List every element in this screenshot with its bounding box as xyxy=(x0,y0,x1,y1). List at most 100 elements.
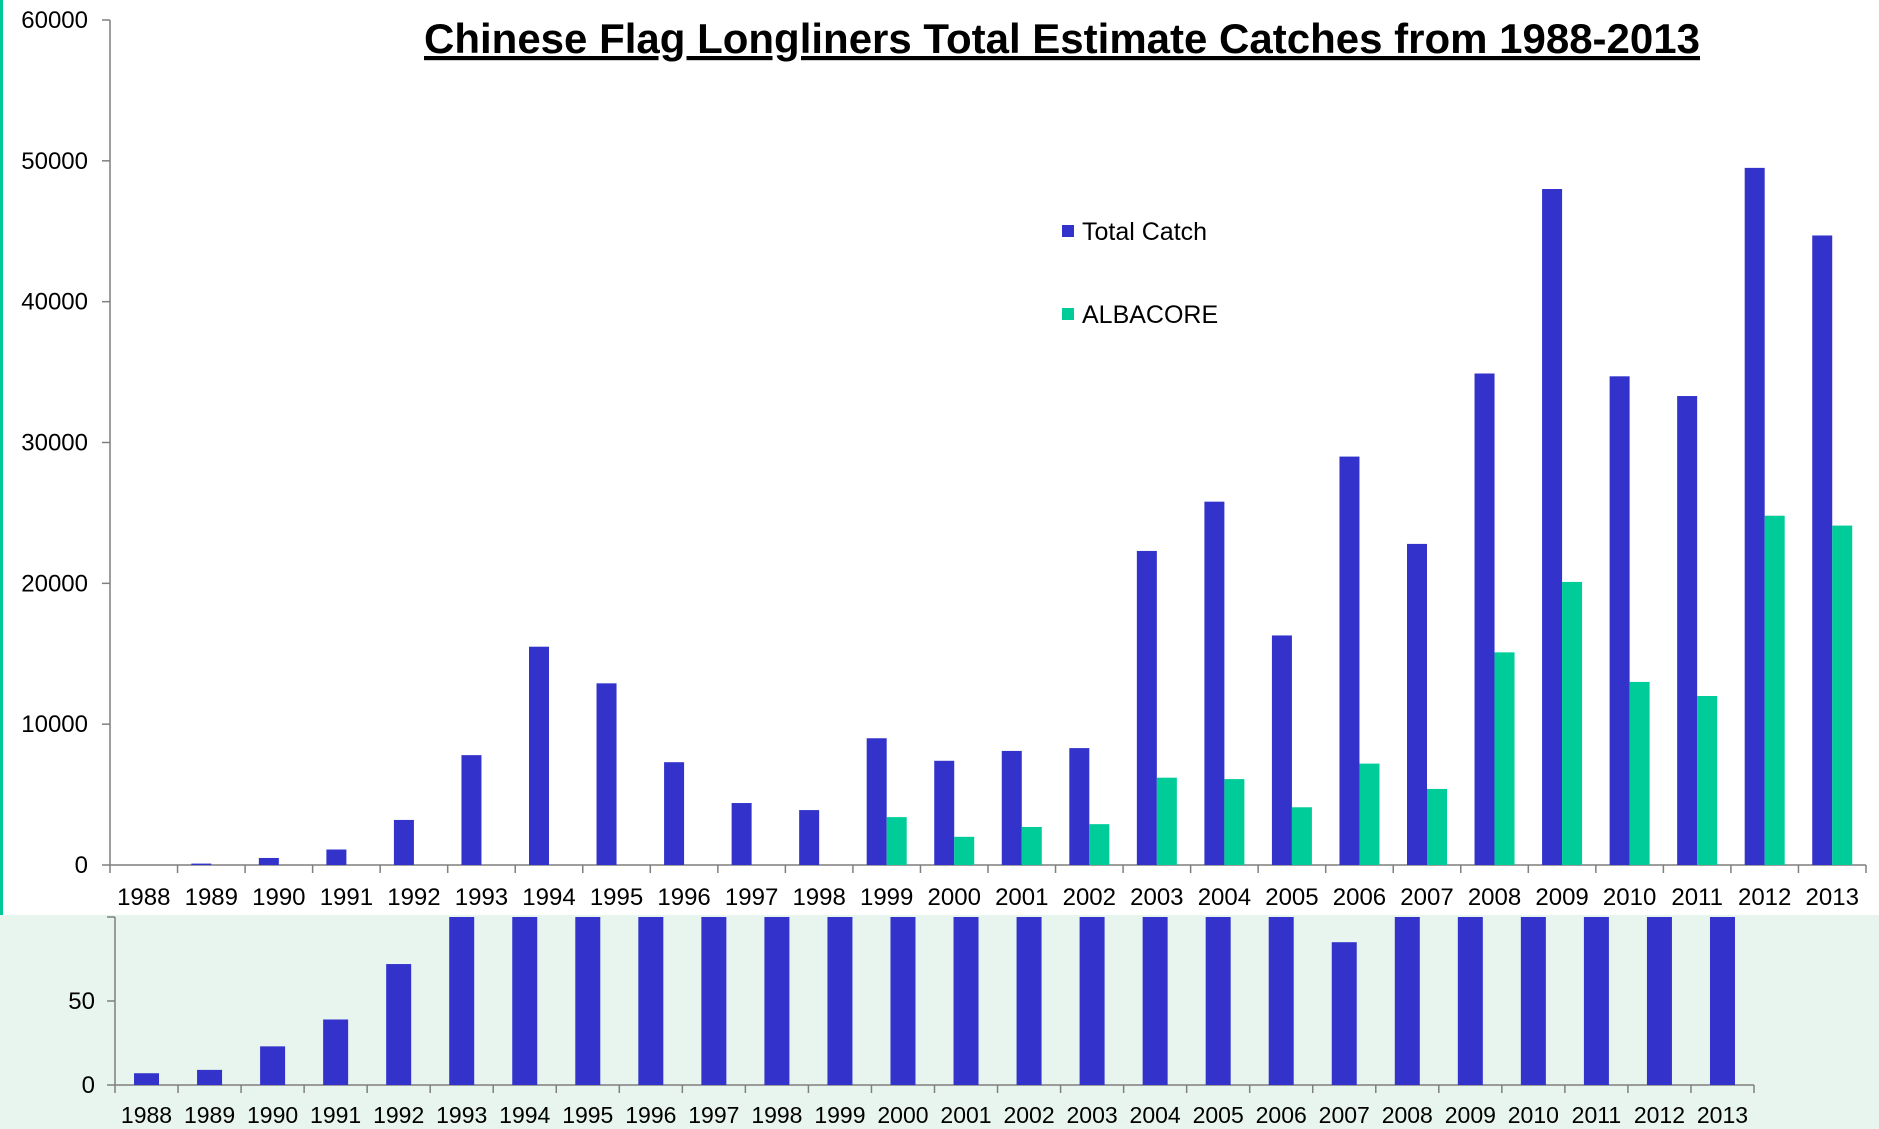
x-tick-label: 2003 xyxy=(1130,884,1183,911)
left-accent-border xyxy=(0,0,3,915)
bar-albacore xyxy=(1697,696,1718,865)
bar-lower xyxy=(1016,917,1042,1085)
x-tick-label: 1992 xyxy=(387,884,440,911)
total-catch-chart: Chinese Flag Longliners Total Estimate C… xyxy=(21,7,1867,911)
x-tick-label-lower: 1989 xyxy=(184,1102,235,1128)
x-axis-lower: 1988 1989 1990 1991 1992 1993 1994 1995 1996 1997… xyxy=(114,1084,1755,1128)
bar-albacore xyxy=(1359,763,1380,865)
x-tick-label: 1999 xyxy=(860,884,913,911)
y-tick-label: 0 xyxy=(75,852,88,879)
lower-panel-background xyxy=(0,915,1879,1129)
bar-lower xyxy=(1142,917,1168,1085)
bar-lower xyxy=(890,917,916,1085)
x-tick-label: 2002 xyxy=(1063,884,1116,911)
y-tick-label: 50000 xyxy=(21,148,88,175)
bar-albacore xyxy=(1291,807,1312,865)
bar-lower xyxy=(575,917,601,1085)
bar-lower xyxy=(260,1046,286,1085)
x-tick-label-lower: 2013 xyxy=(1697,1102,1748,1128)
x-tick-label: 2007 xyxy=(1400,884,1453,911)
bar-lower xyxy=(953,917,979,1085)
bar-lower xyxy=(638,917,664,1085)
bar-total-catch xyxy=(596,683,617,865)
x-tick-label: 1998 xyxy=(792,884,845,911)
x-tick-label: 2010 xyxy=(1603,884,1656,911)
bar-total-catch xyxy=(1744,167,1765,865)
x-tick-label: 2004 xyxy=(1198,884,1251,911)
bar-lower xyxy=(1205,917,1231,1085)
x-tick-label-lower: 2009 xyxy=(1445,1102,1496,1128)
x-tick-label: 2011 xyxy=(1671,884,1723,911)
bar-total-catch xyxy=(393,819,414,865)
bar-albacore xyxy=(886,817,907,865)
x-tick-label-lower: 1993 xyxy=(436,1102,487,1128)
x-tick-label-lower: 2010 xyxy=(1508,1102,1559,1128)
bar-lower xyxy=(1520,917,1546,1085)
x-tick-label: 2012 xyxy=(1738,884,1791,911)
bar-lower xyxy=(827,917,853,1085)
bar-total-catch xyxy=(1136,550,1157,865)
y-tick-label: 60000 xyxy=(21,7,88,34)
y-tick-label: 20000 xyxy=(21,570,88,597)
bar-lower xyxy=(701,917,727,1085)
bar-lower xyxy=(1331,942,1357,1085)
x-tick-label-lower: 1990 xyxy=(247,1102,298,1128)
y-axis: 0 10000 20000 30000 40000 50000 60000 xyxy=(21,7,111,879)
y-tick-label-lower: 0 xyxy=(82,1072,95,1099)
y-tick-label: 30000 xyxy=(21,430,88,457)
x-tick-label: 2000 xyxy=(928,884,981,911)
x-tick-label-lower: 1988 xyxy=(121,1102,172,1128)
bar-albacore xyxy=(1494,652,1515,865)
legend-swatch-total-catch xyxy=(1062,225,1074,237)
x-axis: 1988 1989 1990 1991 1992 1993 1994 1995 1996 1997… xyxy=(109,864,1867,911)
bar-lower xyxy=(1457,917,1483,1085)
bar-total-catch xyxy=(866,738,887,865)
x-tick-label-lower: 2002 xyxy=(1003,1102,1054,1128)
bar-total-catch xyxy=(1812,235,1833,866)
bar-total-catch xyxy=(461,755,482,865)
x-tick-label-lower: 2000 xyxy=(877,1102,928,1128)
x-tick-label: 2013 xyxy=(1806,884,1859,911)
bar-total-catch xyxy=(1204,501,1225,865)
x-tick-label-lower: 2004 xyxy=(1130,1102,1181,1128)
bar-lower xyxy=(1079,917,1105,1085)
bar-total-catch xyxy=(1271,635,1292,865)
x-tick-label: 2001 xyxy=(995,884,1048,911)
x-tick-label: 1997 xyxy=(725,884,778,911)
x-tick-label-lower: 2005 xyxy=(1193,1102,1244,1128)
bar-total-catch xyxy=(529,646,549,865)
x-tick-label: 1995 xyxy=(590,884,643,911)
bar-albacore xyxy=(1156,777,1177,865)
bars xyxy=(191,167,1853,866)
x-tick-label: 1989 xyxy=(185,884,238,911)
bar-albacore xyxy=(1764,515,1785,865)
bar-total-catch xyxy=(1609,376,1630,865)
x-tick-label: 2008 xyxy=(1468,884,1521,911)
x-tick-label: 1990 xyxy=(252,884,305,911)
bars-lower xyxy=(134,917,1735,1085)
legend-swatch-albacore xyxy=(1062,308,1074,320)
bar-lower xyxy=(449,917,475,1085)
bar-total-catch xyxy=(1001,750,1022,865)
bar-albacore xyxy=(1629,681,1650,865)
x-tick-label-lower: 1997 xyxy=(688,1102,739,1128)
bar-lower xyxy=(1394,917,1420,1085)
bar-total-catch xyxy=(1677,396,1698,865)
bar-lower xyxy=(197,1069,223,1085)
bar-total-catch xyxy=(799,810,820,865)
bar-total-catch xyxy=(731,803,752,865)
bar-lower xyxy=(764,917,790,1085)
x-tick-label-lower: 2008 xyxy=(1382,1102,1433,1128)
bar-total-catch xyxy=(934,760,955,865)
x-tick-label-lower: 2003 xyxy=(1067,1102,1118,1128)
bar-albacore xyxy=(1562,581,1583,865)
bar-total-catch xyxy=(1542,189,1563,865)
x-tick-label-lower: 1991 xyxy=(310,1102,361,1128)
legend-label-total-catch: Total Catch xyxy=(1082,218,1207,246)
x-tick-label-lower: 2001 xyxy=(940,1102,991,1128)
bar-albacore xyxy=(1089,824,1110,865)
bar-lower xyxy=(386,964,412,1085)
x-tick-label-lower: 2012 xyxy=(1634,1102,1685,1128)
